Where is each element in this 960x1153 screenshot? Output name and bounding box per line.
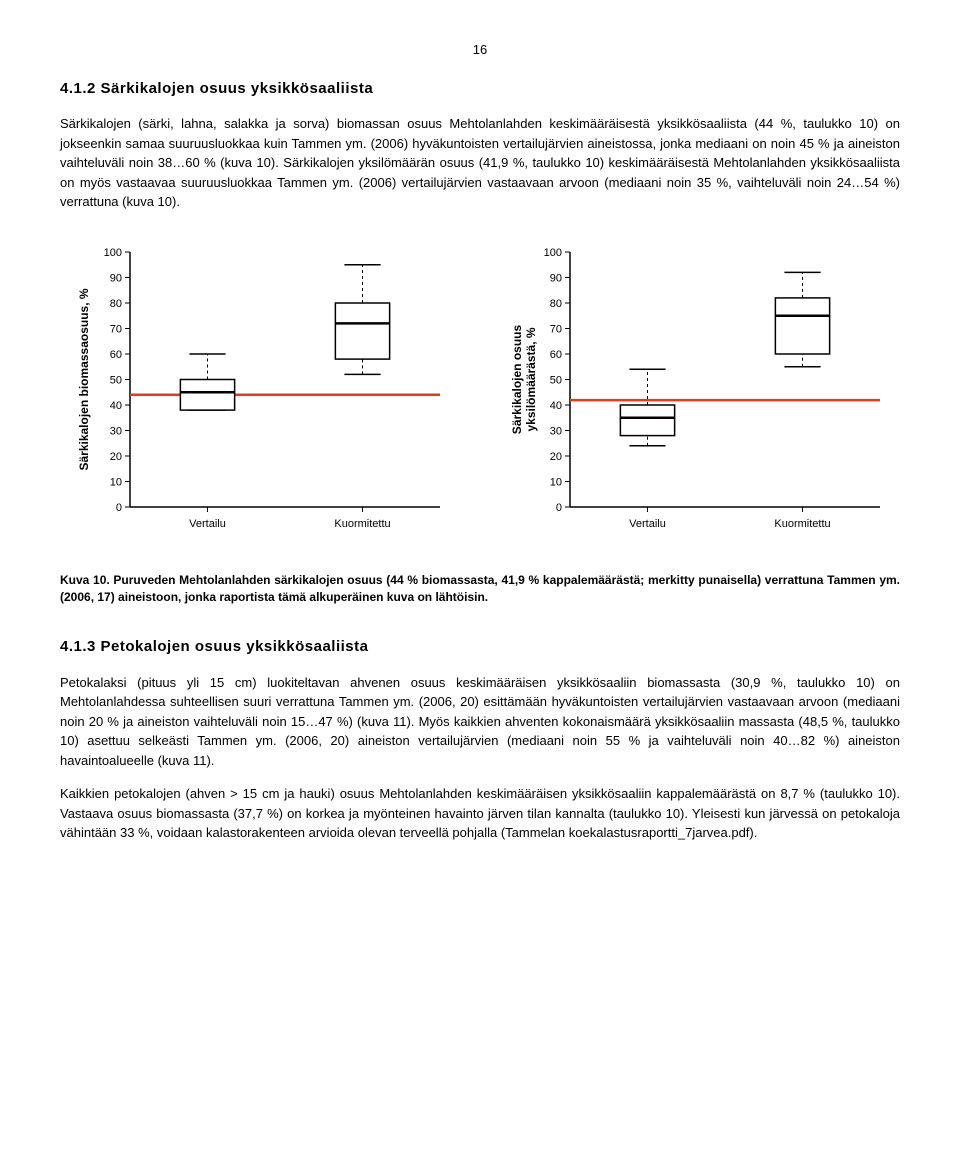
chart-left: 0 10 20 30 40 50 60 70 80 90 100 Särkikalojen bioma… [60,242,460,542]
page-number: 16 [60,40,900,60]
figure-10-caption: Kuva 10. Puruveden Mehtolanlahden särkik… [60,572,900,607]
paragraph-413a: Petokalaksi (pituus yli 15 cm) luokitelt… [60,673,900,771]
svg-text:0: 0 [556,502,562,514]
svg-text:80: 80 [110,298,122,310]
svg-text:50: 50 [110,374,122,386]
svg-text:70: 70 [110,323,122,335]
svg-text:60: 60 [110,349,122,361]
svg-text:40: 40 [110,400,122,412]
svg-text:50: 50 [550,374,562,386]
heading-413: 4.1.3 Petokalojen osuus yksikkösaaliista [60,636,900,659]
svg-text:40: 40 [550,400,562,412]
svg-text:30: 30 [550,425,562,437]
svg-text:Vertailu: Vertailu [189,518,226,530]
svg-text:100: 100 [104,247,122,259]
svg-text:10: 10 [550,476,562,488]
svg-text:Kuormitettu: Kuormitettu [334,518,390,530]
svg-text:0: 0 [116,502,122,514]
svg-text:Särkikalojen osuus: Särkikalojen osuus [510,324,524,434]
figure-10: 0102030405060708090100Särkikalojen bioma… [60,242,900,542]
svg-text:30: 30 [110,425,122,437]
svg-text:90: 90 [110,272,122,284]
chart-right: 0 10 20 30 40 50 60 70 80 90 100 Särkikalojen osuus… [500,242,900,542]
svg-text:100: 100 [544,247,562,259]
svg-text:Särkikalojen biomassaosuus, %: Särkikalojen biomassaosuus, % [77,288,91,470]
svg-text:10: 10 [110,476,122,488]
svg-text:20: 20 [550,451,562,463]
boxplot-left: 0 10 20 30 40 50 60 70 80 90 100 Särkikalojen bioma… [70,242,450,542]
boxplot-right: 0 10 20 30 40 50 60 70 80 90 100 Särkikalojen osuus… [510,242,890,542]
svg-text:Kuormitettu: Kuormitettu [774,518,830,530]
paragraph-412: Särkikalojen (särki, lahna, salakka ja s… [60,114,900,212]
heading-412: 4.1.2 Särkikalojen osuus yksikkösaaliist… [60,78,900,101]
svg-text:Vertailu: Vertailu [629,518,666,530]
svg-text:80: 80 [550,298,562,310]
svg-text:yksilömäärästä, %: yksilömäärästä, % [524,327,538,431]
svg-text:70: 70 [550,323,562,335]
svg-text:60: 60 [550,349,562,361]
paragraph-413b: Kaikkien petokalojen (ahven > 15 cm ja h… [60,784,900,843]
svg-text:20: 20 [110,451,122,463]
svg-text:90: 90 [550,272,562,284]
